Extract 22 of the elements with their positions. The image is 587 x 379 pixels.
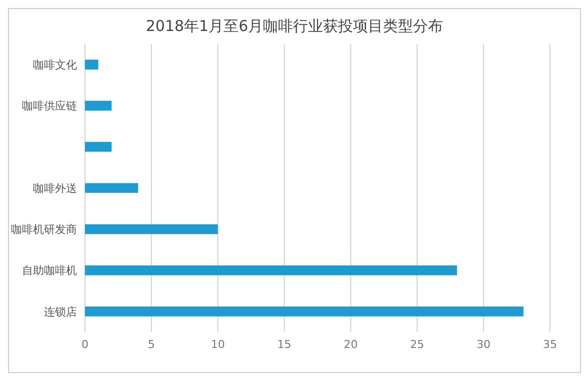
x-tick-label: 15 (277, 338, 292, 351)
y-tick-label: 自助咖啡机 (22, 264, 77, 278)
y-tick-label: 连锁店 (44, 305, 77, 318)
x-tick-label: 30 (476, 338, 491, 351)
x-tick-label: 20 (344, 338, 358, 351)
bar (85, 142, 112, 152)
bar (85, 265, 457, 276)
y-tick-label: 咖啡供应链 (22, 100, 77, 113)
y-tick-label: 咖啡机研发商 (11, 223, 77, 236)
x-tick-label: 25 (410, 338, 424, 351)
x-tick-label: 35 (543, 338, 557, 351)
bar (85, 60, 98, 70)
chart-title: 2018年1月至6月咖啡行业获投项目类型分布 (144, 17, 444, 36)
x-tick-label: 10 (210, 338, 225, 351)
bar (85, 306, 524, 316)
x-tick-label: 0 (82, 338, 88, 351)
bar (85, 224, 218, 234)
bar (85, 183, 138, 193)
bar (85, 100, 112, 111)
y-tick-label: 咖啡文化 (33, 58, 77, 72)
y-tick-label: 咖啡外送 (33, 182, 77, 195)
x-tick-label: 5 (148, 338, 155, 351)
